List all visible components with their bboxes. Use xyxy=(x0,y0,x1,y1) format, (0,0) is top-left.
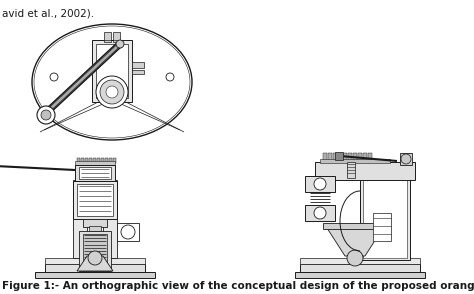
Bar xyxy=(305,176,335,192)
Circle shape xyxy=(100,80,124,104)
Bar xyxy=(335,152,343,160)
Text: avid et al., 2002).: avid et al., 2002). xyxy=(2,9,94,19)
Ellipse shape xyxy=(32,24,192,140)
Circle shape xyxy=(106,86,118,98)
Circle shape xyxy=(37,106,55,124)
Bar xyxy=(79,167,111,179)
Bar xyxy=(81,158,84,163)
Bar xyxy=(104,32,111,42)
Circle shape xyxy=(41,110,51,120)
Bar xyxy=(373,213,391,241)
Bar xyxy=(97,158,100,163)
Circle shape xyxy=(314,207,326,219)
Bar xyxy=(89,158,92,163)
Bar xyxy=(363,153,367,161)
Bar xyxy=(343,153,347,161)
Bar xyxy=(73,180,87,258)
Circle shape xyxy=(88,251,102,265)
Bar xyxy=(320,159,390,163)
Circle shape xyxy=(96,76,128,108)
Bar xyxy=(109,158,112,163)
Polygon shape xyxy=(77,256,113,271)
Bar xyxy=(92,168,98,262)
Text: Figure 1:- An orthographic view of the conceptual design of the proposed orange : Figure 1:- An orthographic view of the c… xyxy=(2,281,474,291)
Bar xyxy=(35,272,155,278)
Bar xyxy=(101,158,104,163)
Bar xyxy=(117,223,139,241)
Bar xyxy=(400,153,412,165)
Bar xyxy=(83,219,107,227)
Bar xyxy=(92,40,132,102)
Bar xyxy=(83,234,107,268)
Bar xyxy=(75,161,115,165)
Bar xyxy=(363,170,407,258)
Bar xyxy=(132,62,144,68)
Bar xyxy=(300,258,420,264)
Bar xyxy=(347,162,355,178)
Bar xyxy=(338,153,342,161)
Polygon shape xyxy=(327,228,383,256)
Circle shape xyxy=(116,40,124,48)
Bar xyxy=(85,158,88,163)
Bar xyxy=(323,223,387,229)
Circle shape xyxy=(401,154,411,164)
Bar xyxy=(89,226,101,231)
Circle shape xyxy=(314,178,326,190)
Bar xyxy=(333,153,337,161)
Bar xyxy=(45,264,145,272)
Bar xyxy=(315,162,415,180)
Circle shape xyxy=(121,225,135,239)
Bar xyxy=(105,158,108,163)
Circle shape xyxy=(50,73,58,81)
Bar xyxy=(77,184,113,216)
Circle shape xyxy=(166,73,174,81)
Bar xyxy=(132,70,144,74)
Bar xyxy=(93,158,96,163)
Bar xyxy=(348,153,352,161)
Bar xyxy=(79,231,111,271)
Bar xyxy=(77,158,80,163)
Circle shape xyxy=(347,250,363,266)
Bar xyxy=(300,264,420,272)
Bar xyxy=(368,153,372,161)
Bar xyxy=(73,181,117,219)
Bar xyxy=(360,168,410,260)
Bar xyxy=(358,153,362,161)
Bar xyxy=(328,153,332,161)
Bar xyxy=(75,165,115,181)
Bar xyxy=(113,32,120,42)
Bar xyxy=(295,272,425,278)
Bar xyxy=(103,180,117,258)
Bar xyxy=(305,205,335,221)
Bar xyxy=(113,158,116,163)
Bar xyxy=(45,258,145,264)
Bar xyxy=(353,153,357,161)
Bar xyxy=(323,153,327,161)
Bar xyxy=(96,44,128,98)
